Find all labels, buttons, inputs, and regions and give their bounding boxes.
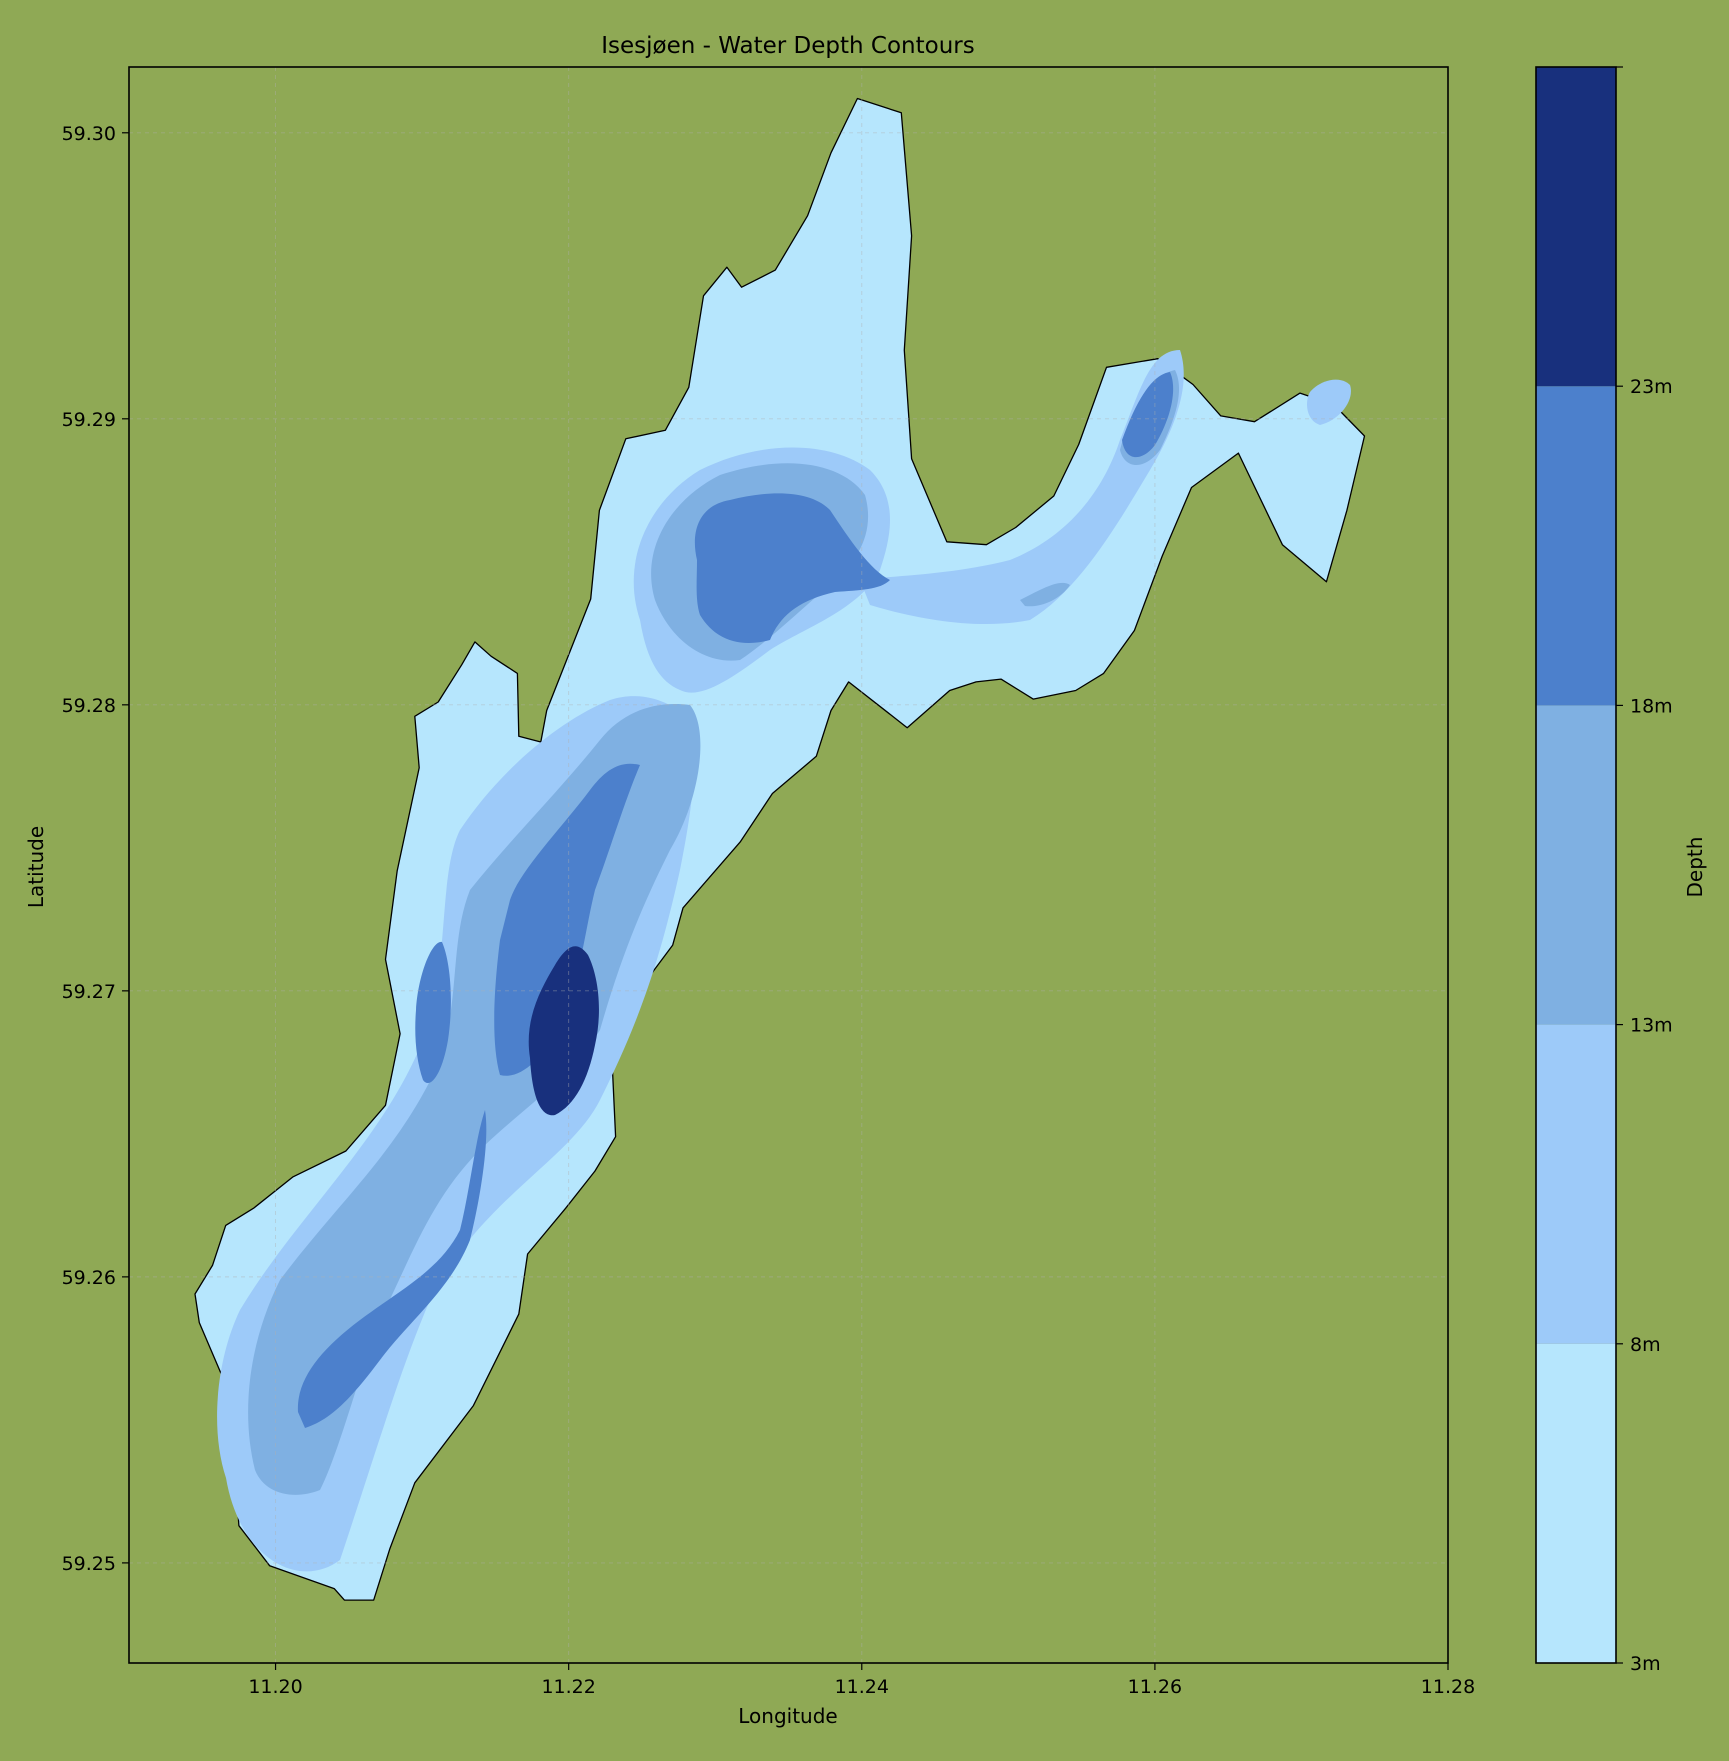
y-tick-label: 59.28 <box>62 695 116 717</box>
y-tick-label: 59.29 <box>62 409 116 431</box>
colorbar-swatch <box>1536 705 1616 1025</box>
colorbar-swatch <box>1536 1343 1616 1663</box>
y-axis: 59.25 59.26 59.27 59.28 59.29 59.30 <box>62 123 129 1575</box>
plot-area <box>129 67 1448 1663</box>
band-8m-channel <box>860 350 1184 625</box>
y-tick-label: 59.30 <box>62 123 116 145</box>
y-tick-label: 59.27 <box>62 981 116 1003</box>
colorbar-frame <box>1535 66 1617 1664</box>
colorbar-tick-label: 23m <box>1630 376 1673 398</box>
x-axis: 11.20 11.22 11.24 11.26 11.28 <box>248 1663 1475 1698</box>
colorbar-tick-label: 13m <box>1630 1015 1673 1037</box>
band-18m-north-basin <box>694 493 890 643</box>
lake-depth-layers <box>194 97 1366 1601</box>
colorbar-swatch <box>1536 1024 1616 1344</box>
colorbar-label: Depth <box>1683 837 1707 898</box>
x-tick-label: 11.22 <box>541 1676 595 1698</box>
band-13m-bay <box>1020 582 1070 607</box>
colorbar: 3m 8m 13m 18m 23m <box>1535 66 1673 1675</box>
gridlines <box>129 67 1448 1663</box>
colorbar-tick-label: 3m <box>1630 1653 1661 1675</box>
colorbar-tick-label: 18m <box>1630 695 1673 717</box>
lake-shoreline <box>194 97 1366 1601</box>
band-8m-east <box>1307 379 1351 425</box>
x-tick-label: 11.26 <box>1128 1676 1182 1698</box>
y-axis-label: Latitude <box>24 826 48 908</box>
colorbar-swatch <box>1536 386 1616 706</box>
chart-title: Isesjøen - Water Depth Contours <box>601 33 975 59</box>
y-tick-label: 59.25 <box>62 1553 116 1575</box>
y-tick-label: 59.26 <box>62 1267 116 1289</box>
x-tick-label: 11.28 <box>1421 1676 1475 1698</box>
band-18m-east-channel <box>1122 372 1174 458</box>
band-18m-west-pocket <box>415 941 451 1084</box>
band-23m-deep-hole <box>528 946 599 1116</box>
x-tick-label: 11.24 <box>835 1676 889 1698</box>
band-18m-trench <box>494 763 640 1076</box>
colorbar-tick-label: 8m <box>1630 1334 1661 1356</box>
x-axis-label: Longitude <box>738 1704 837 1728</box>
plot-frame <box>128 66 1449 1664</box>
band-18m-south-basin <box>297 1110 487 1428</box>
colorbar-swatch <box>1536 67 1616 387</box>
x-tick-label: 11.20 <box>248 1676 302 1698</box>
